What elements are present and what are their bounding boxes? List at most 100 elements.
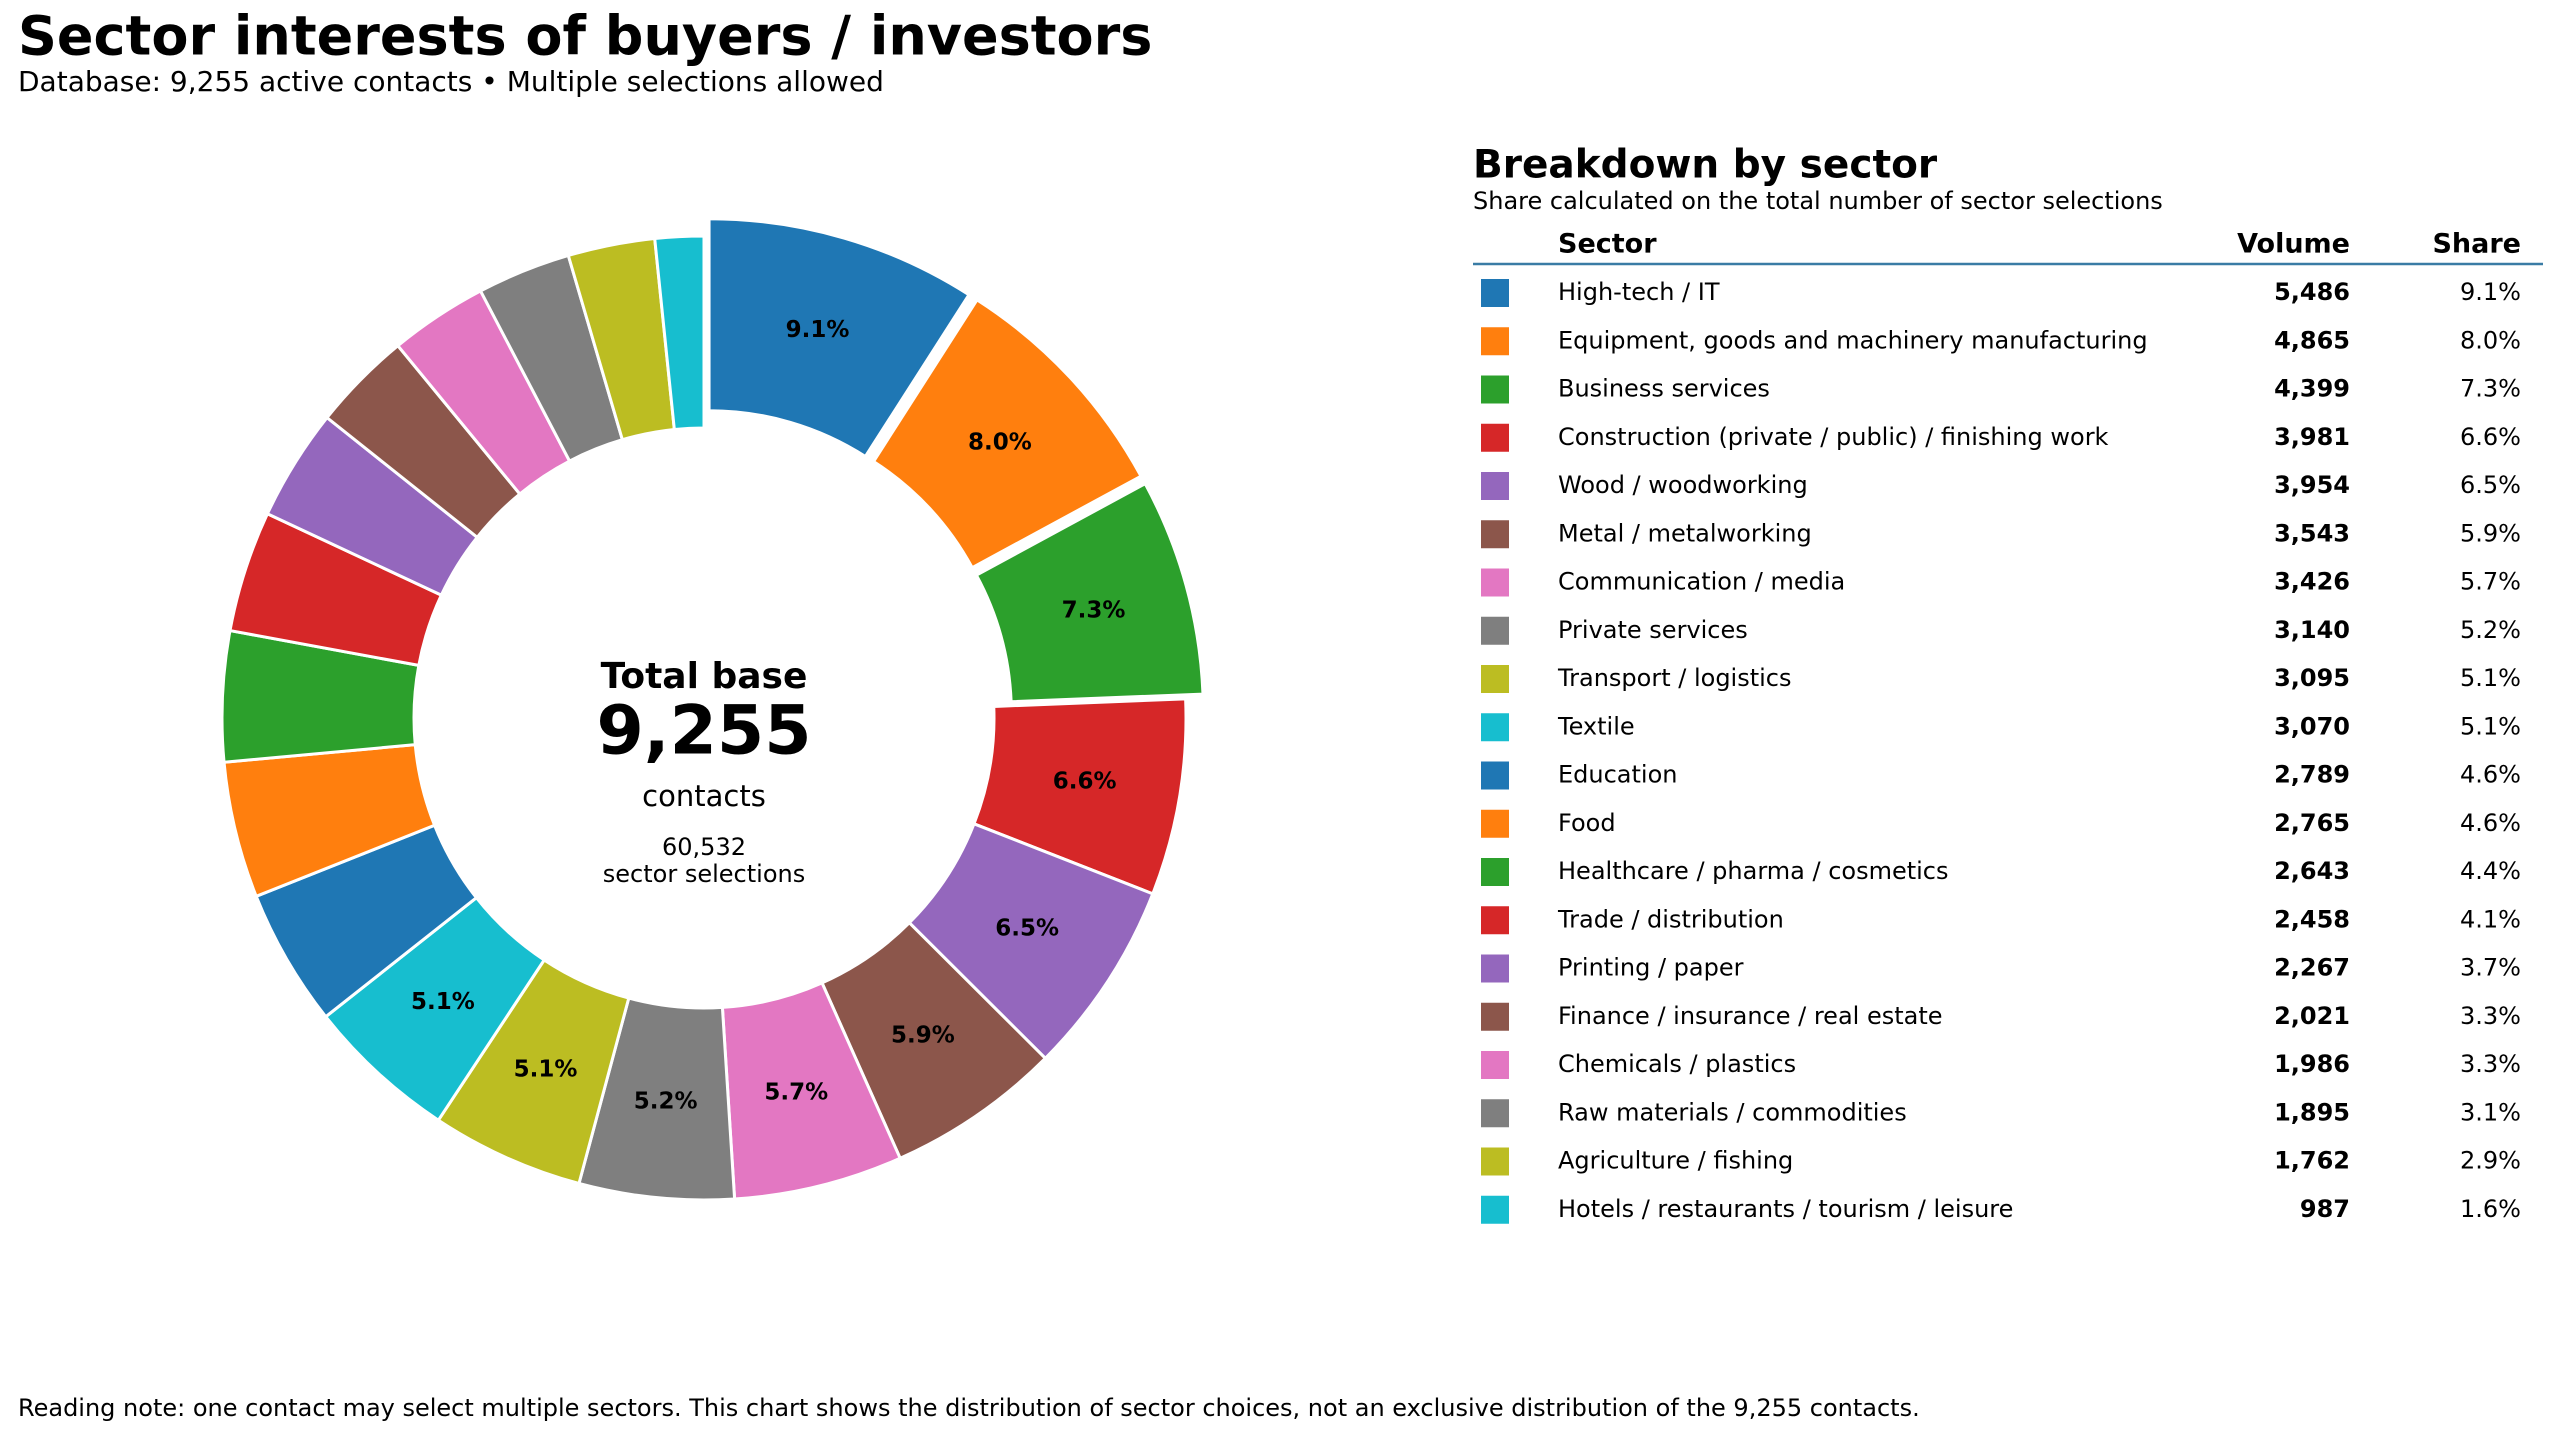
row-share: 6.5%	[2460, 471, 2521, 499]
row-sector: Equipment, goods and machinery manufactu…	[1558, 326, 2148, 354]
table-rows: High-tech / IT 5,486 9.1% Equipment, goods …	[1481, 278, 2521, 1224]
legend-swatch	[1481, 858, 1509, 886]
row-volume: 3,426	[2274, 568, 2350, 596]
legend-swatch	[1481, 761, 1509, 790]
legend-swatch	[1481, 1147, 1509, 1176]
legend-swatch	[1481, 1195, 1509, 1224]
row-volume: 2,021	[2274, 1002, 2350, 1030]
row-volume: 3,140	[2274, 616, 2350, 644]
chart-title: Sector interests of buyers / investors	[18, 5, 1152, 68]
wedge-label: 5.1%	[411, 989, 475, 1015]
row-sector: Trade / distribution	[1557, 905, 1784, 933]
legend-swatch	[1481, 375, 1509, 404]
donut-wedge	[871, 297, 1144, 570]
center-unit: contacts	[642, 779, 766, 813]
row-share: 8.0%	[2460, 326, 2521, 354]
row-sector: Wood / woodworking	[1558, 471, 1808, 499]
row-volume: 2,643	[2274, 857, 2350, 885]
row-sector: Business services	[1558, 375, 1770, 403]
donut-wedge	[974, 481, 1205, 704]
row-sector: Construction (private / public) / finish…	[1558, 423, 2109, 451]
row-sector: Education	[1558, 761, 1677, 789]
table-header: Sector	[1558, 229, 1657, 260]
row-sector: Metal / metalworking	[1558, 519, 1812, 547]
row-sector: Chemicals / plastics	[1558, 1050, 1796, 1078]
row-share: 5.2%	[2460, 616, 2521, 644]
legend-swatch	[1481, 327, 1509, 356]
row-share: 3.3%	[2460, 1050, 2521, 1078]
legend-swatch	[1481, 1099, 1509, 1128]
legend-swatch	[1481, 1051, 1509, 1079]
row-volume: 1,986	[2274, 1050, 2350, 1078]
row-share: 2.9%	[2460, 1147, 2521, 1175]
legend-swatch	[1481, 568, 1509, 597]
row-sector: Transport / logistics	[1557, 664, 1792, 692]
row-volume: 4,399	[2274, 375, 2350, 403]
row-sector: High-tech / IT	[1558, 278, 1720, 306]
row-share: 1.6%	[2460, 1195, 2521, 1223]
row-volume: 2,458	[2274, 905, 2350, 933]
row-volume: 1,895	[2274, 1098, 2350, 1126]
row-volume: 3,954	[2274, 471, 2350, 499]
row-sector: Healthcare / pharma / cosmetics	[1558, 857, 1949, 885]
row-share: 5.9%	[2460, 519, 2521, 547]
center-title: Total base	[601, 656, 808, 697]
row-sector: Private services	[1558, 616, 1748, 644]
row-sector: Printing / paper	[1558, 954, 1744, 982]
row-sector: Raw materials / commodities	[1558, 1098, 1907, 1126]
wedge-label: 6.5%	[995, 916, 1059, 942]
row-volume: 5,486	[2274, 278, 2350, 306]
legend-swatch	[1481, 906, 1509, 935]
wedge-label: 5.1%	[514, 1056, 578, 1082]
donut: 9.1% 8.0% 7.3% 6.6% 6.5% 5.9% 5.7% 5.2% 5.1% 5.1%	[220, 217, 1205, 1202]
legend-swatch	[1481, 520, 1509, 549]
row-volume: 987	[2300, 1195, 2350, 1223]
row-share: 3.1%	[2460, 1098, 2521, 1126]
row-sector: Food	[1558, 809, 1616, 837]
legend-swatch	[1481, 665, 1509, 693]
legend-swatch	[1481, 713, 1509, 742]
footnote: Reading note: one contact may select mul…	[18, 1394, 1920, 1422]
legend-swatch	[1481, 616, 1509, 645]
wedge-label: 9.1%	[786, 317, 850, 343]
table-subtitle: Share calculated on the total number of …	[1473, 187, 2163, 215]
wedge-label: 5.7%	[764, 1079, 828, 1105]
table-header: Volume	[2237, 229, 2350, 260]
chart-subtitle: Database: 9,255 active contacts • Multip…	[18, 65, 884, 98]
row-share: 6.6%	[2460, 423, 2521, 451]
row-share: 4.4%	[2460, 857, 2521, 885]
donut-wedge	[707, 217, 972, 459]
row-volume: 4,865	[2274, 326, 2350, 354]
row-sector: Finance / insurance / real estate	[1558, 1002, 1943, 1030]
wedge-label: 5.9%	[891, 1022, 955, 1048]
row-share: 3.3%	[2460, 1002, 2521, 1030]
legend-swatch	[1481, 954, 1509, 983]
wedge-label: 5.2%	[634, 1089, 698, 1115]
center-selections: 60,532	[662, 833, 746, 861]
row-volume: 2,789	[2274, 761, 2350, 789]
row-sector: Agriculture / fishing	[1558, 1147, 1793, 1175]
legend-swatch	[1481, 1002, 1509, 1031]
row-share: 7.3%	[2460, 375, 2521, 403]
legend-swatch	[1481, 809, 1509, 838]
row-share: 9.1%	[2460, 278, 2521, 306]
table-header: Share	[2432, 229, 2521, 260]
row-share: 3.7%	[2460, 954, 2521, 982]
row-sector: Hotels / restaurants / tourism / leisure	[1558, 1195, 2013, 1223]
wedge-label: 6.6%	[1053, 769, 1117, 795]
row-share: 4.1%	[2460, 905, 2521, 933]
row-share: 5.1%	[2460, 664, 2521, 692]
row-share: 4.6%	[2460, 761, 2521, 789]
donut-wedge	[653, 234, 706, 432]
row-share: 5.7%	[2460, 568, 2521, 596]
table-title: Breakdown by sector	[1473, 143, 1938, 188]
legend-swatch	[1481, 423, 1509, 452]
row-volume: 3,981	[2274, 423, 2350, 451]
row-sector: Communication / media	[1558, 568, 1845, 596]
row-volume: 3,543	[2274, 519, 2350, 547]
row-share: 5.1%	[2460, 712, 2521, 740]
center-selections-label: sector selections	[603, 860, 805, 888]
row-volume: 3,070	[2274, 712, 2350, 740]
